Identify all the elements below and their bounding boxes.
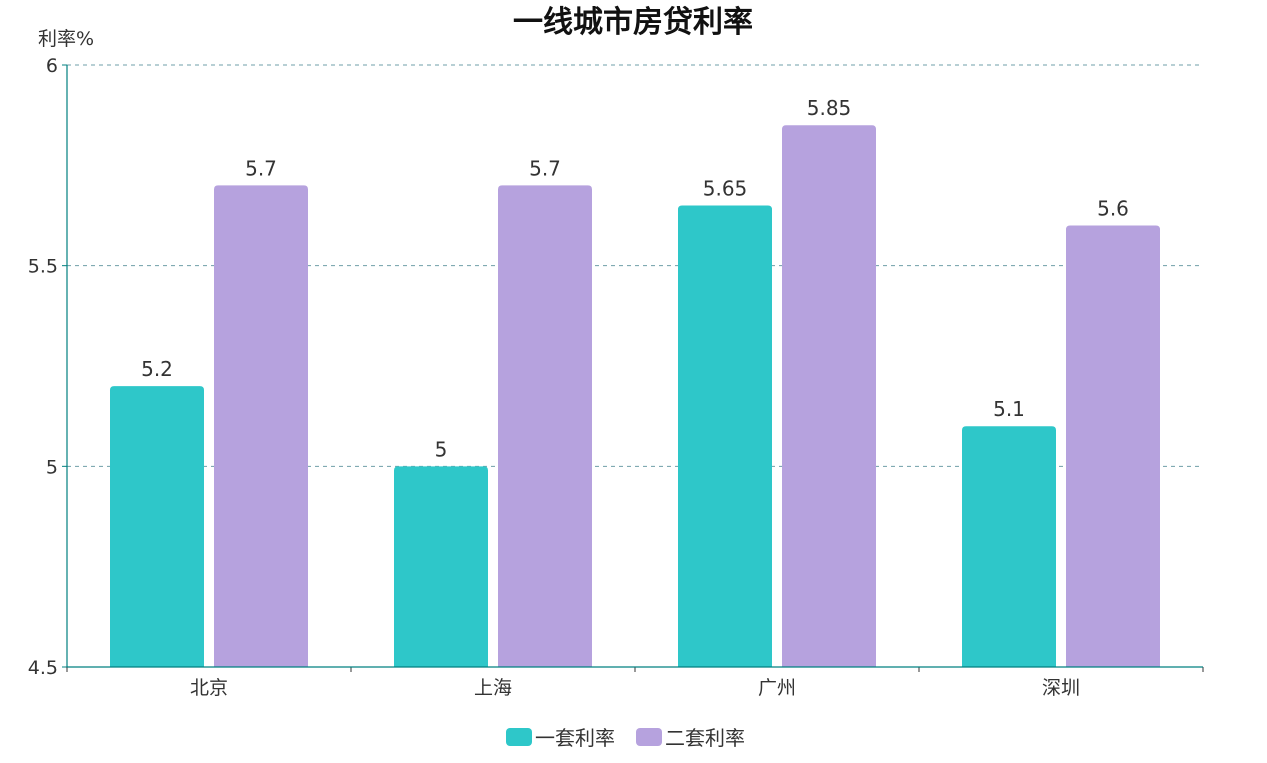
bar-value-label: 5.7	[245, 156, 277, 180]
y-tick-label: 4.5	[28, 657, 58, 679]
bar-series-2-item-3[interactable]	[1066, 225, 1160, 668]
legend-swatch	[506, 728, 532, 746]
data-labels: 5.2 5.7 5 5.7 5.65 5.85 5.1 5.6	[141, 96, 1129, 461]
bar-series-1-item-1[interactable]	[394, 466, 488, 667]
legend-label: 一套利率	[535, 726, 615, 750]
x-tick-label: 北京	[190, 677, 228, 699]
legend-label: 二套利率	[665, 726, 745, 750]
x-tick-label: 广州	[758, 677, 796, 699]
y-tick-label: 6	[46, 55, 58, 77]
bar-series-1-item-3[interactable]	[962, 426, 1056, 667]
bar-series-2-item-1[interactable]	[498, 185, 592, 667]
bar-series-2-item-2[interactable]	[782, 125, 876, 667]
chart-title: 一线城市房贷利率	[513, 5, 753, 40]
x-tick-label: 上海	[474, 677, 512, 699]
bar-value-label: 5.85	[807, 96, 852, 120]
y-tick-label: 5.5	[28, 256, 58, 278]
axes: 4.5 5 5.5 6 北京 上海 广州 深圳	[28, 55, 1204, 699]
bar-value-label: 5.6	[1097, 197, 1129, 221]
y-axis-title: 利率%	[38, 28, 94, 50]
y-tick-label: 5	[46, 456, 58, 478]
bar-value-label: 5	[435, 437, 448, 461]
legend-swatch	[636, 728, 662, 746]
legend-item-2[interactable]: 二套利率	[636, 726, 745, 750]
bar-series-2-item-0[interactable]	[214, 185, 308, 667]
legend[interactable]: 一套利率 二套利率	[506, 726, 745, 750]
bar-series-1-item-0[interactable]	[110, 386, 204, 667]
bar-value-label: 5.7	[529, 156, 561, 180]
bar-series-1-item-2[interactable]	[678, 205, 772, 667]
bar-value-label: 5.2	[141, 357, 173, 381]
legend-item-1[interactable]: 一套利率	[506, 726, 615, 750]
bar-value-label: 5.65	[703, 176, 748, 200]
x-tick-label: 深圳	[1042, 677, 1080, 699]
bars	[110, 125, 1160, 668]
bar-value-label: 5.1	[993, 397, 1025, 421]
